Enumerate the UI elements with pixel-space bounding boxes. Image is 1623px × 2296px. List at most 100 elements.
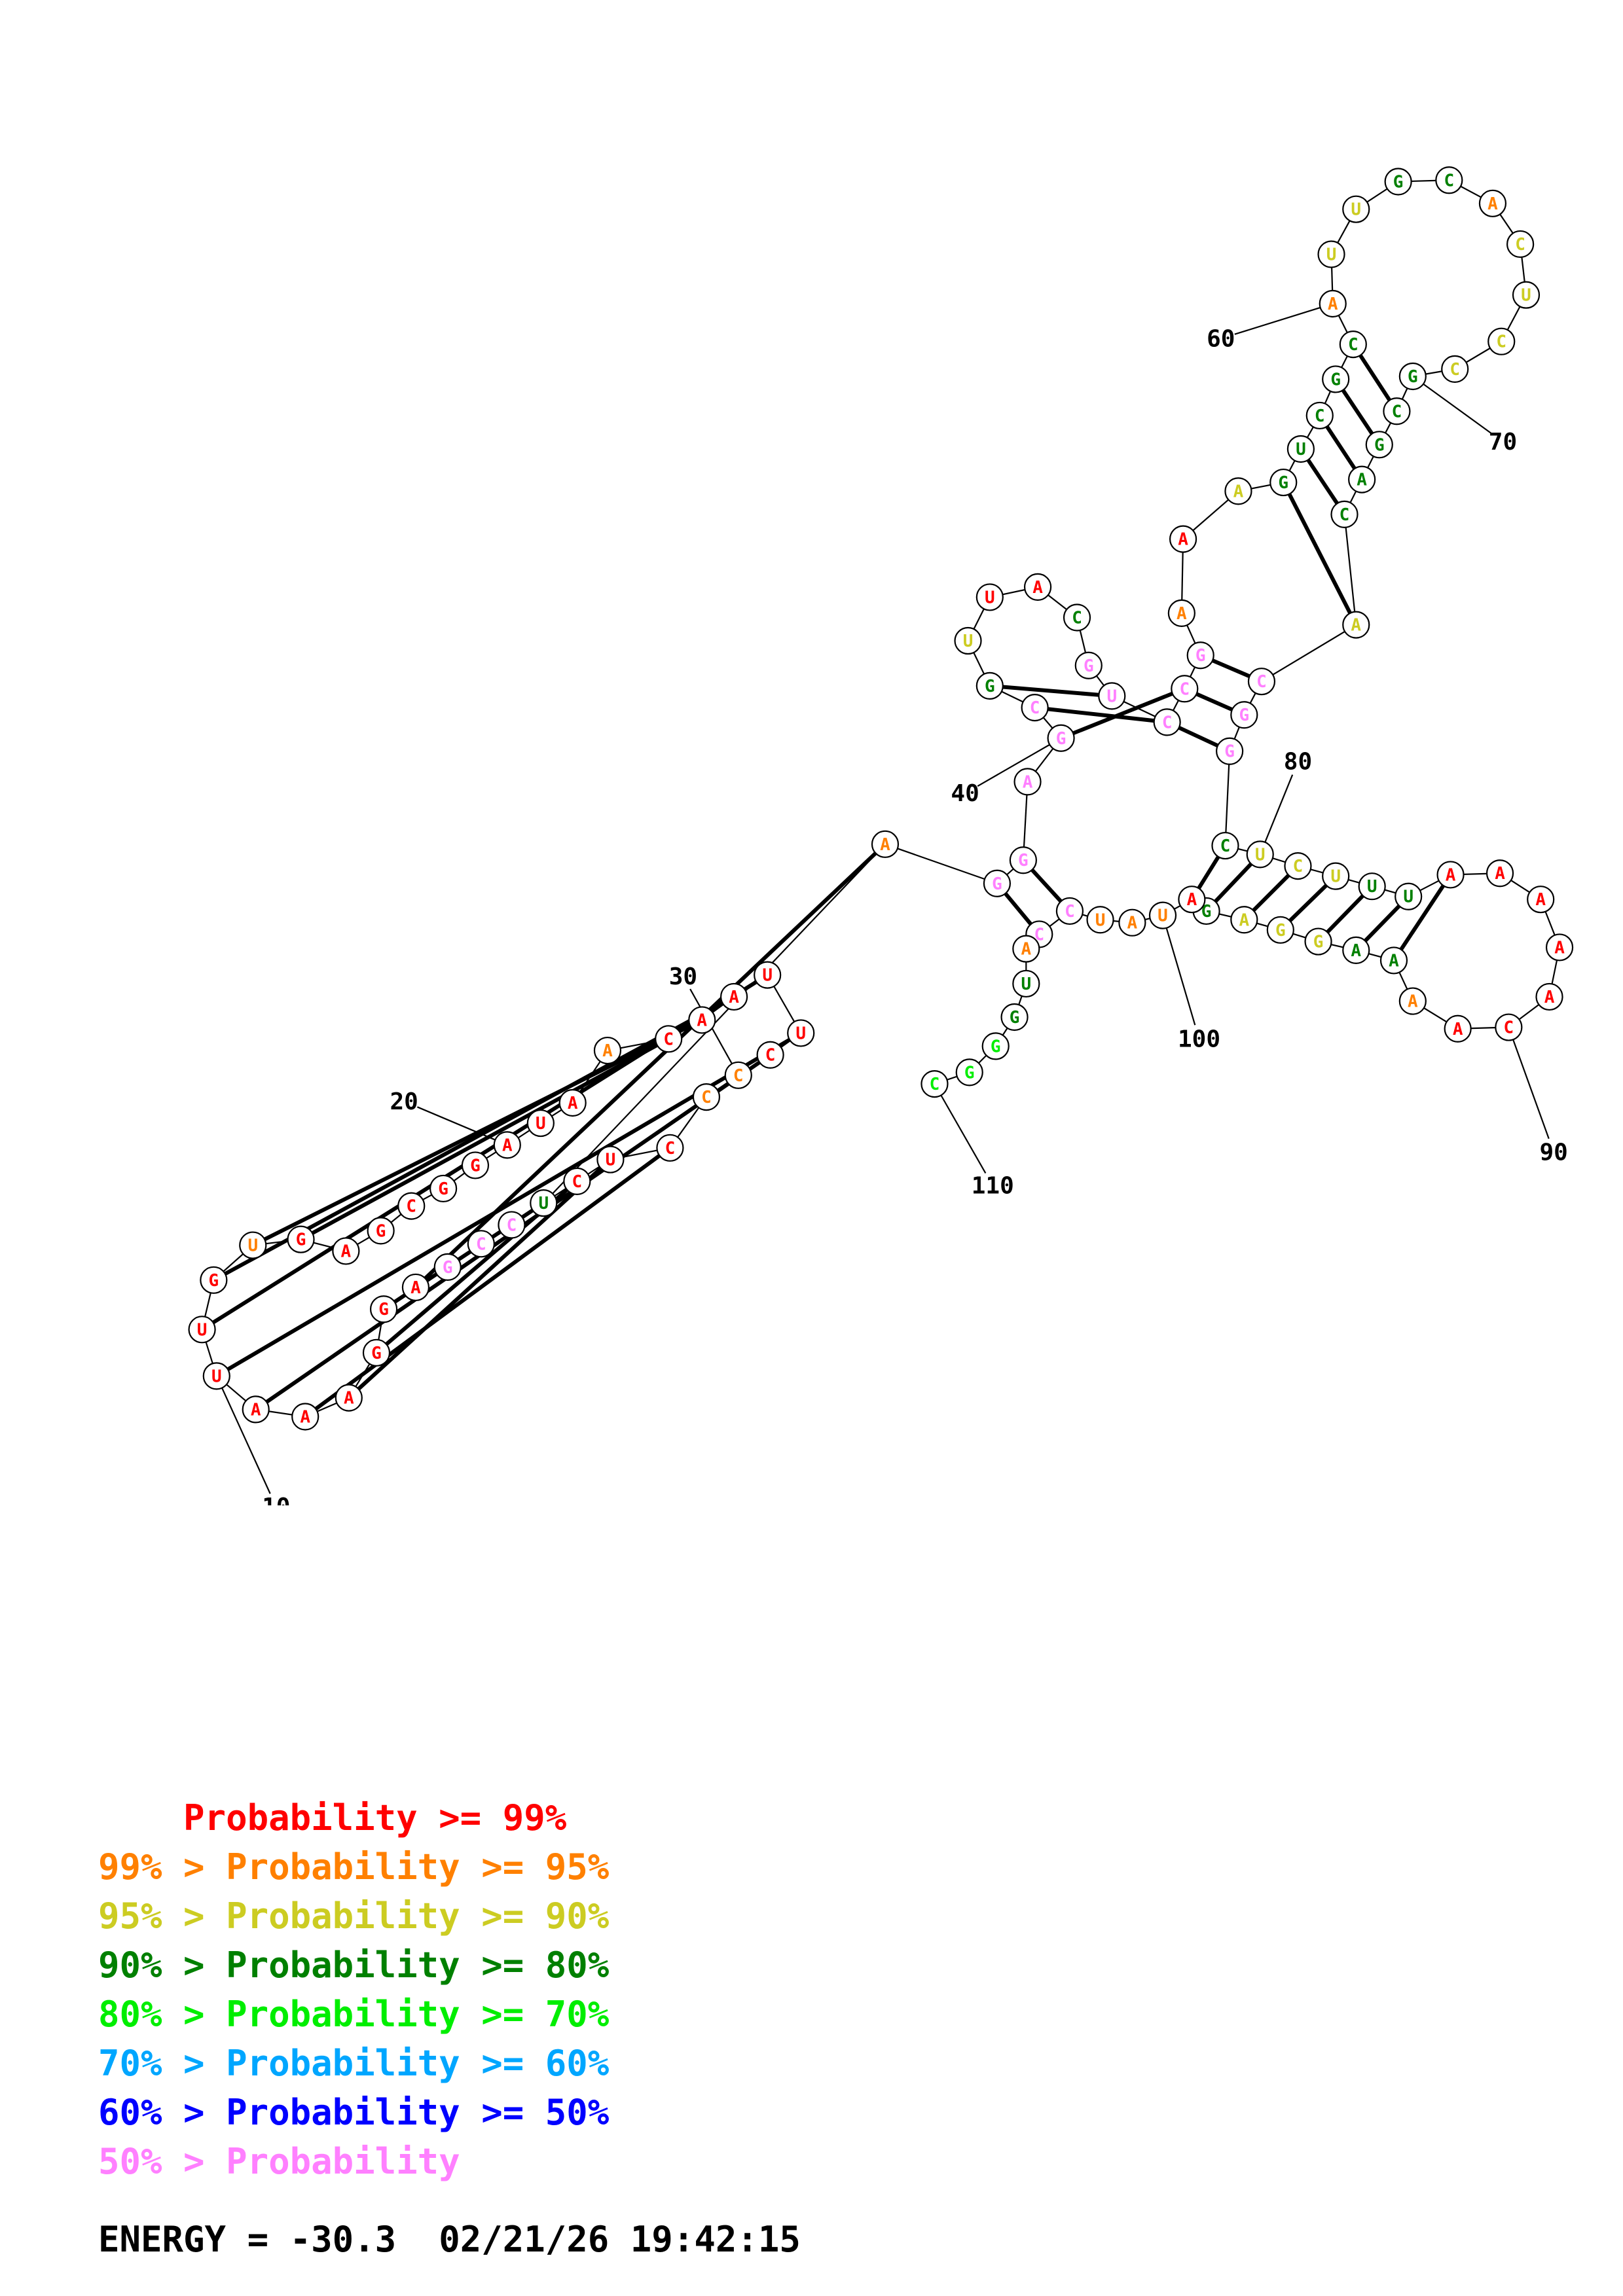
nucleotide-circle <box>1230 906 1258 934</box>
nucleotide-circle <box>1055 897 1084 925</box>
nucleotide-letter: A <box>1351 941 1361 961</box>
backbone-link <box>1261 624 1357 683</box>
nucleotide: G <box>429 1174 458 1203</box>
nucleotide-circle <box>1383 397 1411 425</box>
legend-prefix: 50% > <box>98 2141 227 2182</box>
nucleotide-letter: G <box>1374 435 1385 455</box>
nucleotide-letter: G <box>378 1300 389 1319</box>
nucleotide-letter: U <box>1158 906 1168 926</box>
nucleotide-letter: U <box>1351 200 1361 220</box>
nucleotide: G <box>983 869 1012 897</box>
nucleotide: U <box>1246 840 1274 869</box>
nucleotide: U <box>1086 906 1114 934</box>
nucleotide-letter: U <box>1095 910 1106 930</box>
nucleotide-letter: U <box>985 588 995 607</box>
nucleotide-circle <box>1247 668 1276 696</box>
position-number: 20 <box>390 1088 418 1115</box>
nucleotide-circle <box>976 672 1004 700</box>
number-tick <box>416 1106 496 1141</box>
nucleotide: C <box>1487 327 1516 355</box>
nucleotide: C <box>1211 831 1239 860</box>
nucleotide: A <box>1023 573 1052 601</box>
nucleotide: G <box>1074 651 1103 679</box>
nucleotide: A <box>1535 982 1563 1011</box>
nucleotide-letter: G <box>1330 370 1341 389</box>
nucleotide: U <box>1317 240 1345 268</box>
base-pair-link <box>214 1031 803 1378</box>
nucleotide: G <box>981 1032 1010 1060</box>
nucleotide: C <box>656 1134 684 1162</box>
nucleotide-circle <box>1118 908 1146 937</box>
base-pair-link <box>303 1145 672 1419</box>
nucleotide-letter: U <box>1403 888 1413 907</box>
nucleotide: A <box>688 1006 716 1034</box>
nucleotide-circle <box>1322 862 1350 890</box>
nucleotide-letter: C <box>930 1075 940 1094</box>
nucleotide-letter: U <box>963 632 974 651</box>
nucleotide-circle <box>1486 859 1514 888</box>
base-pair-link <box>1059 687 1187 740</box>
nucleotide-letter: C <box>1065 902 1075 922</box>
nucleotide: G <box>1186 641 1214 670</box>
nucleotide-circle <box>1495 1013 1523 1041</box>
nucleotide-letter: C <box>1348 335 1359 355</box>
nucleotide-letter: G <box>1224 742 1235 762</box>
nucleotide-letter: U <box>1255 845 1266 865</box>
nucleotide-circle <box>724 1061 752 1089</box>
nucleotide-letter: C <box>663 1030 674 1049</box>
nucleotide: A <box>1167 599 1195 627</box>
nucleotide: A <box>493 1131 521 1159</box>
nucleotide-letter: G <box>985 677 995 696</box>
nucleotide-letter: G <box>1278 473 1288 493</box>
nucleotide: C <box>467 1230 495 1258</box>
legend-prefix: 80% > <box>98 1994 227 2035</box>
nucleotide: U <box>1098 682 1126 710</box>
nucleotide-letter: U <box>538 1194 549 1213</box>
nucleotide: G <box>1398 362 1427 391</box>
nucleotide: C <box>1305 401 1334 430</box>
nucleotide-letter: A <box>1495 864 1505 884</box>
nucleotide-letter: C <box>1293 857 1304 876</box>
nucleotide-circle <box>530 1189 558 1217</box>
legend-text: Probability >= 99% <box>183 1797 567 1839</box>
nucleotide-letter: A <box>1535 890 1546 910</box>
nucleotide-circle <box>1478 189 1507 217</box>
nucleotide-letter: U <box>606 1151 616 1170</box>
nucleotide: U <box>1342 195 1370 223</box>
nucleotide: C <box>1441 355 1469 383</box>
legend-row: 60% > Probability >= 50% <box>98 2088 609 2137</box>
base-pair-link <box>346 1157 613 1400</box>
nucleotide-letter: G <box>1393 173 1404 192</box>
nucleotide-circle <box>954 626 982 655</box>
nucleotide: A <box>401 1273 430 1302</box>
nucleotide-circle <box>756 1041 784 1069</box>
nucleotide-circle <box>1358 872 1386 901</box>
nucleotide-circle <box>1365 431 1393 459</box>
nucleotide-letter: A <box>1408 992 1418 1012</box>
nucleotide: G <box>1266 916 1294 944</box>
nucleotide-circle <box>1074 651 1103 679</box>
position-number: 110 <box>972 1173 1014 1200</box>
nucleotide-circle <box>1063 603 1091 632</box>
nucleotide-letter: A <box>880 835 890 855</box>
legend-row: 70% > Probability >= 60% <box>98 2039 609 2088</box>
nucleotide-letter: A <box>1233 482 1244 501</box>
nucleotide-circle <box>1246 840 1274 869</box>
nucleotide-circle <box>1487 327 1516 355</box>
legend-text: Probability >= 90% <box>226 1895 610 1937</box>
nucleotide-circle <box>461 1151 490 1179</box>
nucleotide-letter: G <box>1018 851 1029 870</box>
nucleotide-circle <box>655 1025 683 1053</box>
nucleotide-circle <box>976 583 1004 611</box>
number-tick <box>221 1388 271 1494</box>
nucleotide: C <box>1171 675 1199 703</box>
nucleotide-letter: G <box>992 874 1002 894</box>
nucleotide-circle <box>787 1019 815 1047</box>
nucleotide-circle <box>188 1316 216 1344</box>
number-tick <box>1234 306 1321 335</box>
nucleotide-circle <box>498 1211 526 1239</box>
nucleotide-circle <box>593 1036 622 1065</box>
legend-row: 90% > Probability >= 80% <box>98 1941 609 1990</box>
nucleotide: C <box>498 1211 526 1239</box>
